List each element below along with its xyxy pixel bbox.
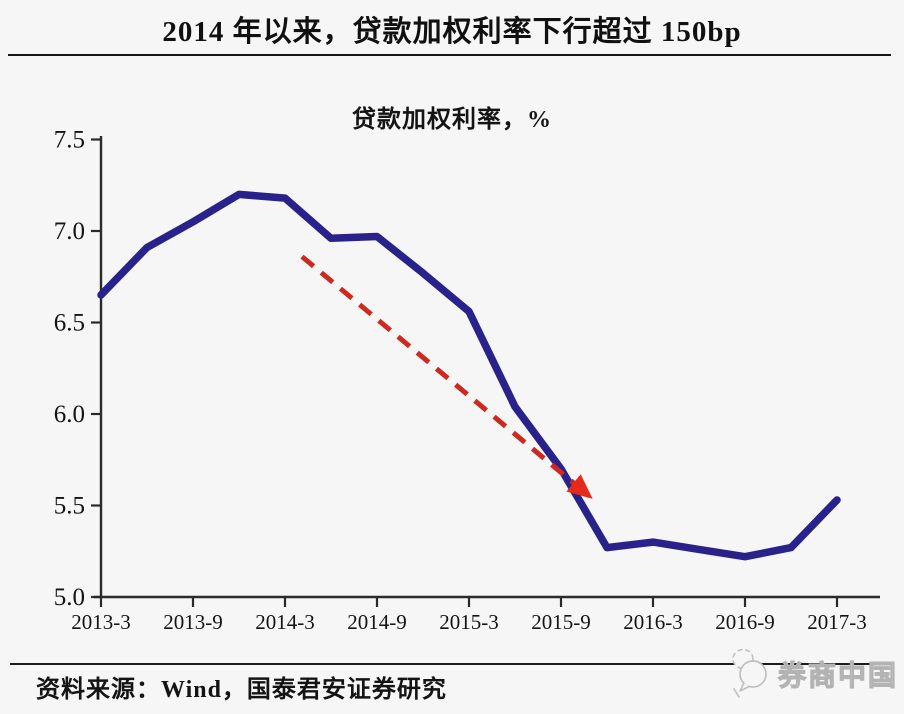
x-axis-tick-label: 2013-3 [71,610,131,634]
data-line-loan-weighted-rate [97,190,841,561]
y-axis-tick-label: 7.5 [54,127,85,154]
x-axis-tick-label: 2013-9 [163,610,223,634]
x-axis-tick-label: 2015-9 [531,610,591,634]
footer-divider [10,663,891,665]
chart-subtitle: 贷款加权利率，% [352,107,552,133]
brand-logo-quill-bubble-icon [732,648,767,698]
chart-title: 2014 年以来，贷款加权利率下行超过 150bp [162,16,742,48]
x-axis-tick-label: 2016-3 [623,610,683,634]
y-axis-tick-label: 5.5 [54,493,85,520]
y-axis-tick-label: 5.0 [54,584,85,611]
x-axis-tick-label: 2014-9 [347,610,407,634]
source-note: 资料来源：Wind，国泰君安证券研究 [36,677,447,703]
y-axis-tick-label: 7.0 [54,218,85,245]
brand-watermark: 券商中国 [728,645,898,703]
x-axis-tick-label: 2017-3 [807,610,867,634]
x-axis-tick-label: 2015-3 [439,610,499,634]
x-axis-tick-label: 2014-3 [255,610,315,634]
title-divider [8,54,891,56]
trend-arrow [300,254,593,499]
x-axis-tick-label: 2016-9 [715,610,775,634]
y-axis-tick-label: 6.0 [54,401,85,428]
y-axis-tick-label: 6.5 [54,310,85,337]
brand-name: 券商中国 [777,659,898,691]
